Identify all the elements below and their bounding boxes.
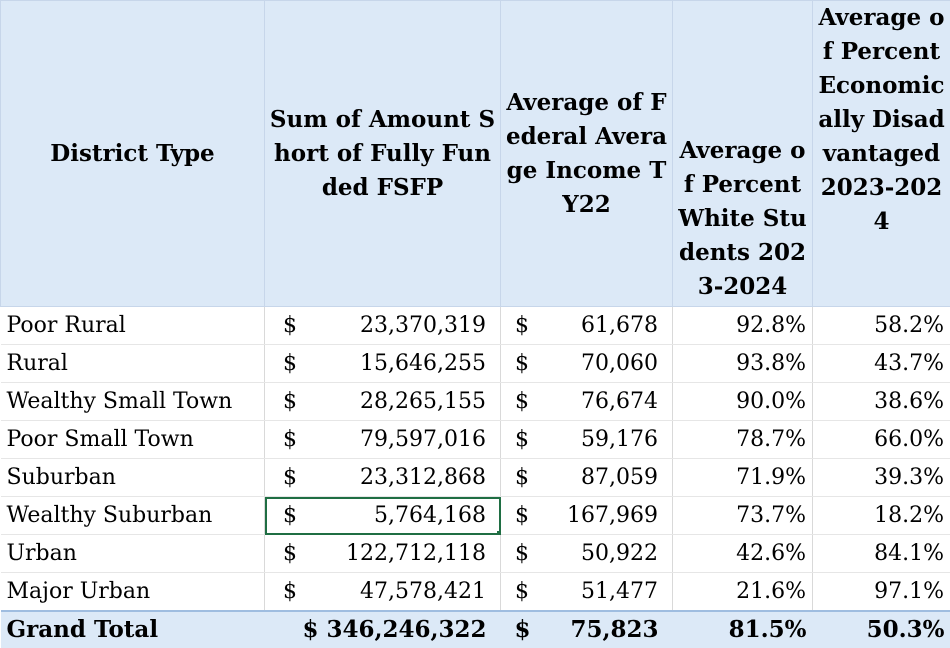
sum-value: 79,597,016 — [360, 427, 486, 452]
currency-symbol: $ — [515, 427, 529, 452]
pct-econ-cell[interactable]: 38.6% — [813, 383, 950, 421]
income-cell[interactable]: $59,176 — [501, 421, 673, 459]
sum-cell-selected[interactable]: $5,764,168 — [265, 497, 501, 535]
currency-symbol: $ — [515, 465, 529, 490]
grand-total-sum[interactable]: $ 346,246,322 — [265, 611, 501, 648]
currency-symbol: $ — [515, 313, 529, 338]
income-cell[interactable]: $61,678 — [501, 307, 673, 345]
pct-white-cell[interactable]: 42.6% — [673, 535, 813, 573]
pct-econ-cell[interactable]: 43.7% — [813, 345, 950, 383]
fill-handle[interactable] — [497, 531, 501, 535]
table-row: Wealthy Suburban $5,764,168 $167,969 73.… — [1, 497, 950, 535]
pct-white-cell[interactable]: 73.7% — [673, 497, 813, 535]
sum-cell[interactable]: $122,712,118 — [265, 535, 501, 573]
currency-symbol: $ — [283, 541, 297, 566]
district-name-cell[interactable]: Wealthy Suburban — [1, 497, 265, 535]
sum-value: 15,646,255 — [360, 351, 486, 376]
district-name-cell[interactable]: Major Urban — [1, 573, 265, 611]
sum-cell[interactable]: $47,578,421 — [265, 573, 501, 611]
grand-total-pct-econ[interactable]: 50.3% — [813, 611, 950, 648]
currency-symbol: $ — [515, 579, 529, 604]
table-row: Poor Rural $23,370,319 $61,678 92.8% 58.… — [1, 307, 950, 345]
header-district-type[interactable]: District Type — [1, 1, 265, 307]
header-row: District Type Sum of Amount Short of Ful… — [1, 1, 950, 307]
income-cell[interactable]: $50,922 — [501, 535, 673, 573]
table-row: Poor Small Town $79,597,016 $59,176 78.7… — [1, 421, 950, 459]
income-cell[interactable]: $167,969 — [501, 497, 673, 535]
pct-econ-cell[interactable]: 18.2% — [813, 497, 950, 535]
pct-econ-cell[interactable]: 39.3% — [813, 459, 950, 497]
sum-cell[interactable]: $28,265,155 — [265, 383, 501, 421]
header-pct-econ[interactable]: Average of Percent Economically Disadvan… — [813, 1, 950, 307]
header-pct-white[interactable]: Average of Percent White Students 2023-2… — [673, 1, 813, 307]
pct-white-cell[interactable]: 21.6% — [673, 573, 813, 611]
currency-symbol: $ — [515, 616, 531, 643]
grand-total-sum-value: $ 346,246,322 — [302, 616, 486, 643]
sum-value: 5,764,168 — [374, 503, 486, 528]
currency-symbol: $ — [515, 541, 529, 566]
pct-econ-cell[interactable]: 58.2% — [813, 307, 950, 345]
currency-symbol: $ — [283, 427, 297, 452]
currency-symbol: $ — [283, 313, 297, 338]
currency-symbol: $ — [283, 389, 297, 414]
pct-econ-cell[interactable]: 66.0% — [813, 421, 950, 459]
district-name-cell[interactable]: Rural — [1, 345, 265, 383]
district-name-cell[interactable]: Poor Rural — [1, 307, 265, 345]
income-value: 50,922 — [581, 541, 658, 566]
income-cell[interactable]: $70,060 — [501, 345, 673, 383]
grand-total-income-value: 75,823 — [570, 616, 658, 643]
grand-total-pct-white[interactable]: 81.5% — [673, 611, 813, 648]
currency-symbol: $ — [283, 351, 297, 376]
income-cell[interactable]: $76,674 — [501, 383, 673, 421]
pct-white-cell[interactable]: 92.8% — [673, 307, 813, 345]
income-value: 167,969 — [567, 503, 658, 528]
currency-symbol: $ — [515, 503, 529, 528]
sum-value: 28,265,155 — [360, 389, 486, 414]
district-name-cell[interactable]: Wealthy Small Town — [1, 383, 265, 421]
district-name-cell[interactable]: Urban — [1, 535, 265, 573]
pct-white-cell[interactable]: 90.0% — [673, 383, 813, 421]
income-value: 87,059 — [581, 465, 658, 490]
sum-value: 23,312,868 — [360, 465, 486, 490]
table-row: Rural $15,646,255 $70,060 93.8% 43.7% — [1, 345, 950, 383]
sum-value: 47,578,421 — [360, 579, 486, 604]
table-row: Suburban $23,312,868 $87,059 71.9% 39.3% — [1, 459, 950, 497]
sum-cell[interactable]: $15,646,255 — [265, 345, 501, 383]
income-cell[interactable]: $87,059 — [501, 459, 673, 497]
currency-symbol: $ — [515, 389, 529, 414]
district-name-cell[interactable]: Suburban — [1, 459, 265, 497]
sum-cell[interactable]: $23,312,868 — [265, 459, 501, 497]
sum-cell[interactable]: $79,597,016 — [265, 421, 501, 459]
currency-symbol: $ — [283, 579, 297, 604]
header-avg-income[interactable]: Average of Federal Average Income TY22 — [501, 1, 673, 307]
sum-cell[interactable]: $23,370,319 — [265, 307, 501, 345]
currency-symbol: $ — [283, 465, 297, 490]
income-value: 61,678 — [581, 313, 658, 338]
pct-econ-cell[interactable]: 84.1% — [813, 535, 950, 573]
grand-total-label[interactable]: Grand Total — [1, 611, 265, 648]
currency-symbol: $ — [283, 503, 297, 528]
pct-white-cell[interactable]: 78.7% — [673, 421, 813, 459]
district-name-cell[interactable]: Poor Small Town — [1, 421, 265, 459]
currency-symbol: $ — [515, 351, 529, 376]
pct-white-cell[interactable]: 93.8% — [673, 345, 813, 383]
table-row: Urban $122,712,118 $50,922 42.6% 84.1% — [1, 535, 950, 573]
pct-white-cell[interactable]: 71.9% — [673, 459, 813, 497]
income-cell[interactable]: $51,477 — [501, 573, 673, 611]
income-value: 51,477 — [581, 579, 658, 604]
income-value: 59,176 — [581, 427, 658, 452]
grand-total-income[interactable]: $75,823 — [501, 611, 673, 648]
table-row: Major Urban $47,578,421 $51,477 21.6% 97… — [1, 573, 950, 611]
table-row: Wealthy Small Town $28,265,155 $76,674 9… — [1, 383, 950, 421]
income-value: 76,674 — [581, 389, 658, 414]
header-sum-short[interactable]: Sum of Amount Short of Fully Funded FSFP — [265, 1, 501, 307]
sum-value: 122,712,118 — [346, 541, 486, 566]
pct-econ-cell[interactable]: 97.1% — [813, 573, 950, 611]
grand-total-row: Grand Total $ 346,246,322 $75,823 81.5% … — [1, 611, 950, 648]
income-value: 70,060 — [581, 351, 658, 376]
sum-value: 23,370,319 — [360, 313, 486, 338]
